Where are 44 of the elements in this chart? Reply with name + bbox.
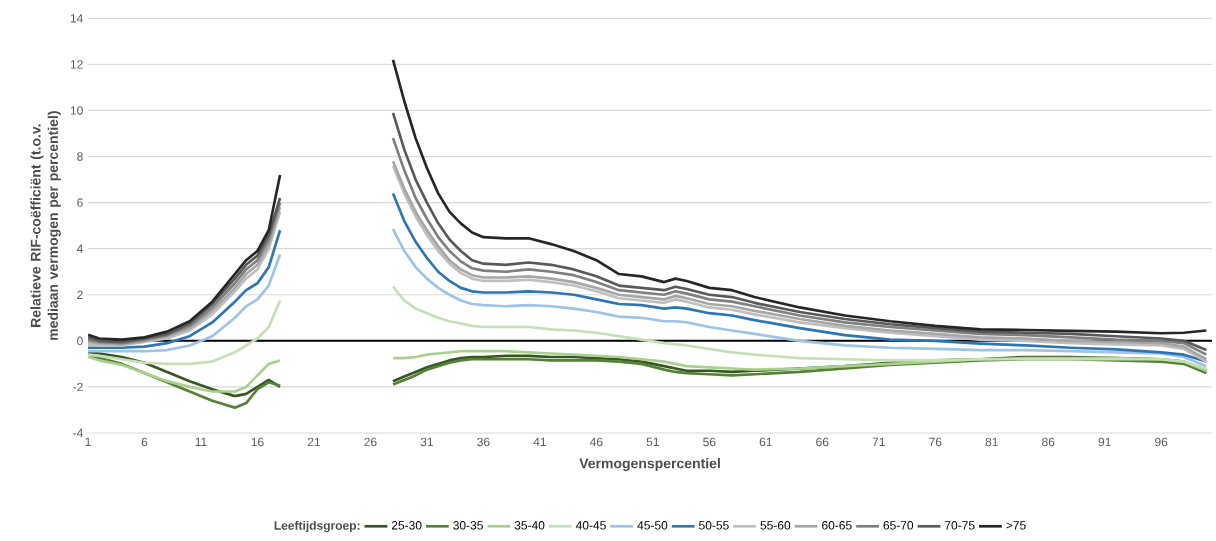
y-tick-label: 14 bbox=[70, 14, 83, 23]
x-tick-label: 91 bbox=[1098, 437, 1111, 447]
legend-label: 70-75 bbox=[944, 521, 975, 530]
legend-label: 60-65 bbox=[822, 521, 852, 530]
x-tick-label: 11 bbox=[195, 437, 207, 446]
x-tick-label: 81 bbox=[985, 437, 998, 447]
x-tick-label: 36 bbox=[477, 437, 490, 447]
y-tick-label: 8 bbox=[77, 152, 83, 161]
legend-label: 30-35 bbox=[453, 521, 483, 530]
x-tick-label: 1 bbox=[85, 437, 91, 446]
x-tick-label: 16 bbox=[251, 437, 264, 447]
x-axis-title: Vermogenspercentiel bbox=[579, 458, 720, 472]
x-tick-label: 56 bbox=[703, 437, 716, 447]
legend-label: >75 bbox=[1006, 521, 1026, 530]
legend-label: 55-60 bbox=[760, 521, 791, 530]
y-tick-label: -4 bbox=[73, 428, 83, 438]
legend-label: 25-30 bbox=[391, 521, 422, 530]
y-tick-label: 6 bbox=[77, 198, 83, 207]
x-tick-label: 21 bbox=[307, 437, 321, 447]
x-tick-label: 86 bbox=[1042, 437, 1055, 447]
y-tick-label: -2 bbox=[73, 382, 83, 392]
x-tick-label: 96 bbox=[1155, 437, 1168, 447]
y-axis-title: Relatieve RIF-coëfficiënt (t.o.v. mediaan vermogen per percentiel) bbox=[30, 111, 61, 340]
y-tick-label: 10 bbox=[70, 106, 83, 115]
x-tick-label: 76 bbox=[929, 437, 942, 447]
x-tick-label: 41 bbox=[533, 437, 546, 446]
x-tick-label: 26 bbox=[364, 437, 377, 447]
x-tick-label: 6 bbox=[141, 437, 148, 447]
x-tick-label: 51 bbox=[646, 437, 659, 447]
y-tick-label: 4 bbox=[76, 244, 83, 253]
legend-label: 50-55 bbox=[699, 521, 729, 530]
legend-label: 40-45 bbox=[575, 521, 606, 530]
x-tick-label: 66 bbox=[816, 437, 829, 447]
x-tick-label: 31 bbox=[420, 437, 433, 447]
legend-title: Leeftijdsgroep: bbox=[274, 520, 360, 533]
legend-label: 45-50 bbox=[637, 521, 668, 530]
y-tick-label: 0 bbox=[77, 336, 83, 346]
y-tick-label: 2 bbox=[77, 290, 83, 299]
x-tick-label: 61 bbox=[759, 437, 772, 447]
x-tick-label: 71 bbox=[872, 437, 885, 446]
legend-label: 35-40 bbox=[514, 521, 545, 530]
y-tick-label: 12 bbox=[70, 60, 83, 69]
legend-label: 65-70 bbox=[883, 521, 914, 530]
x-tick-label: 46 bbox=[589, 437, 603, 447]
